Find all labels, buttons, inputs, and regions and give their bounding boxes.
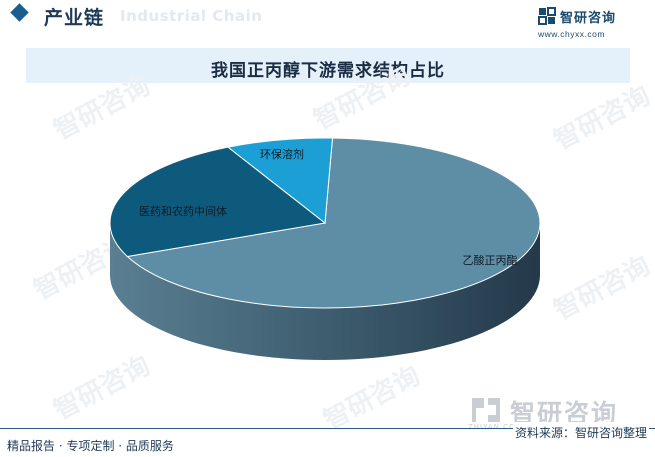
pie-slice [226, 137, 334, 224]
watermark-logo-icon [472, 398, 500, 422]
brand-url: www.chyxx.com [538, 29, 605, 39]
section-watermark: Industrial Chain [120, 7, 263, 25]
header: 产业链 Industrial Chain 智研咨询 www.chyxx.com [0, 0, 655, 42]
footer-divider [0, 428, 655, 429]
chart-title-band: 我国正丙醇下游需求结构占比 [26, 48, 630, 83]
chart-title: 我国正丙醇下游需求结构占比 [211, 61, 445, 81]
brand-name: 智研咨询 [560, 11, 617, 26]
pie-slice [126, 137, 541, 309]
pie-slice [109, 146, 327, 258]
section-title: 产业链 [44, 7, 105, 29]
pie-slice-label: 环保溶剂 [260, 147, 304, 161]
source-note: 资料来源：智研咨询整理 [512, 422, 649, 443]
pie-side-wall [110, 223, 540, 360]
watermark-subtext: ZHIYAN CONSULTING [468, 423, 557, 431]
brand-logo: 智研咨询 www.chyxx.com [538, 5, 633, 39]
pie-slice-label: 乙酸正丙酯 [463, 253, 518, 267]
footer-slogan: 精品报告 · 专项定制 · 品质服务 [7, 439, 174, 453]
brand-icon [538, 7, 556, 25]
pie-slice-label: 医药和农药中间体 [139, 204, 227, 218]
